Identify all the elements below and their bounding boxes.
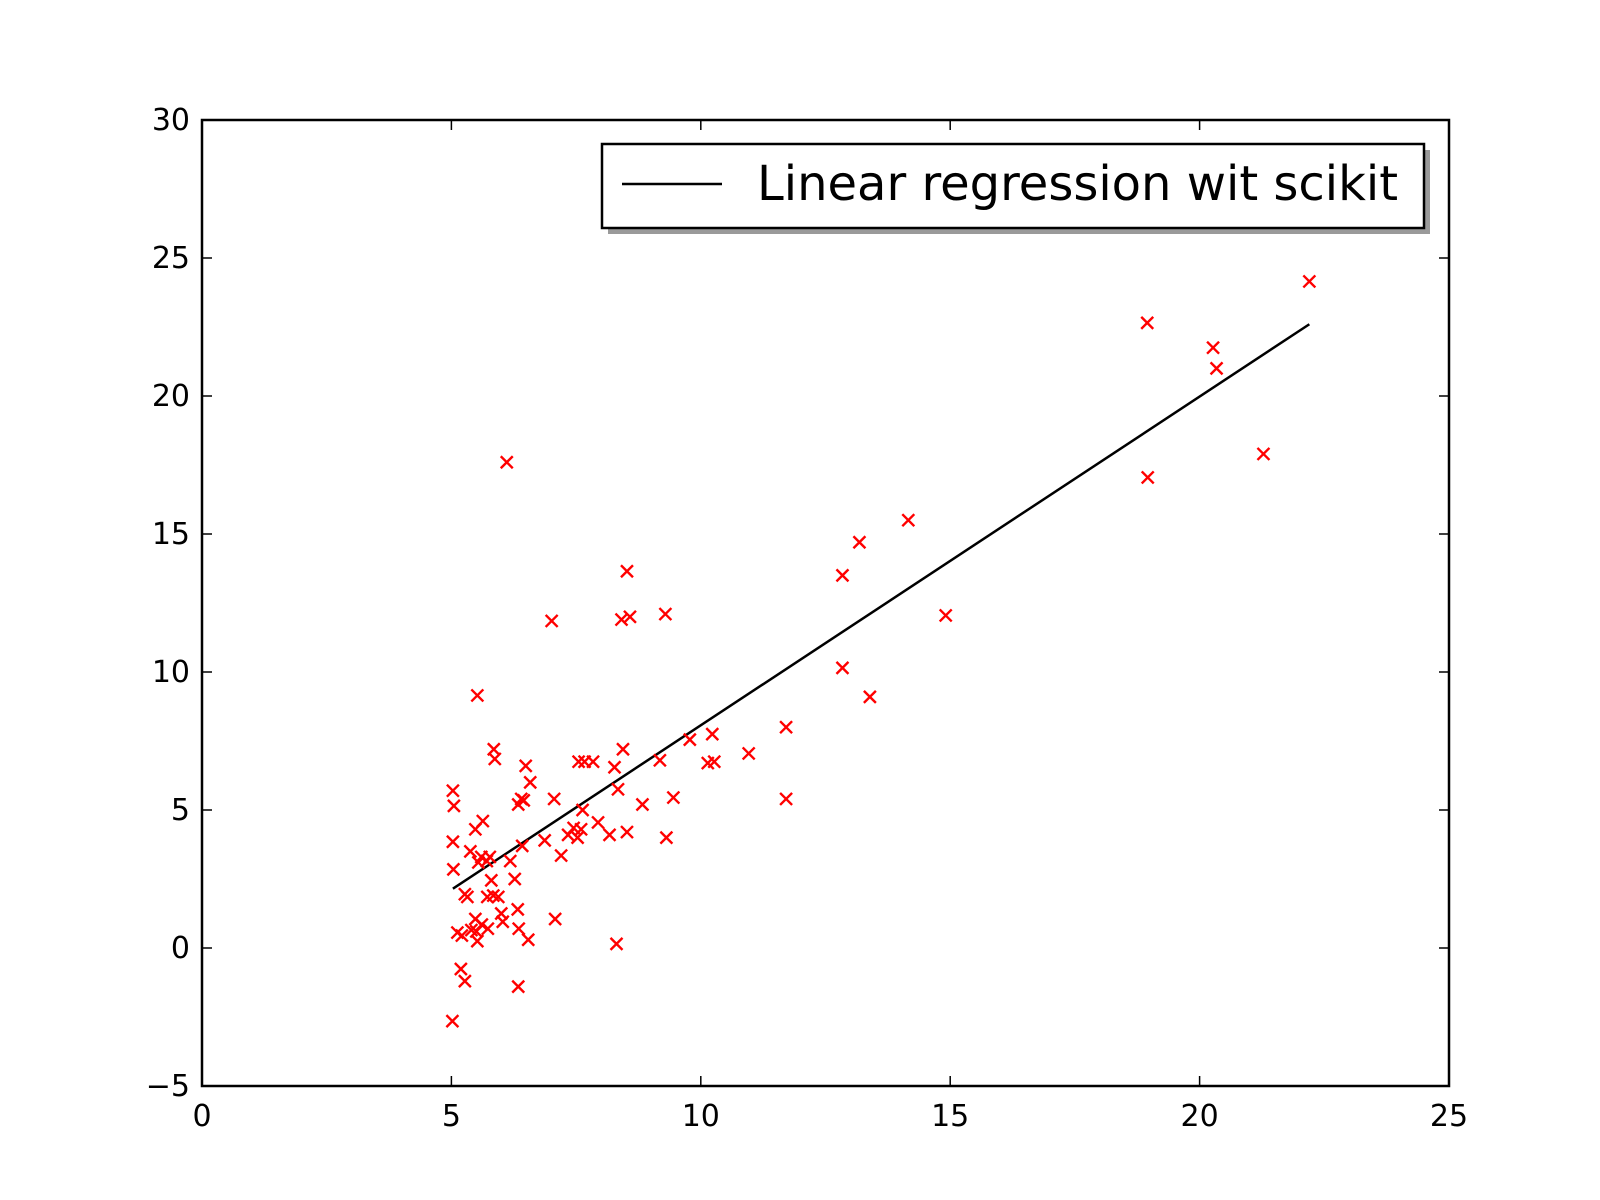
scatter-point — [607, 760, 622, 775]
scatter-point — [602, 827, 617, 842]
scatter-point — [474, 917, 489, 932]
y-tick-label: 20 — [152, 379, 190, 414]
scatter-point — [682, 732, 697, 747]
scatter-point — [518, 758, 533, 773]
scatter-point — [705, 727, 720, 741]
scatter-point — [460, 890, 475, 904]
y-tick-label: −5 — [146, 1069, 190, 1104]
y-tick-label: 30 — [152, 103, 190, 138]
scatter-point — [523, 775, 538, 790]
scatter-point — [574, 822, 588, 837]
legend-box — [600, 142, 1426, 230]
scatter-point — [487, 752, 502, 766]
scatter-point — [491, 890, 506, 904]
scatter-point — [611, 782, 625, 797]
scatter-point — [1140, 316, 1155, 330]
legend: Linear regression wit scikit — [600, 142, 1430, 234]
scatter-point — [653, 753, 667, 768]
scatter-point — [835, 568, 850, 583]
scatter-point — [666, 790, 681, 805]
scatter-point — [447, 799, 461, 813]
scatter-point — [521, 932, 536, 947]
scatter-point — [516, 793, 531, 808]
y-tick-label: 25 — [152, 241, 190, 276]
scatter-point — [511, 979, 526, 994]
x-tick-label: 10 — [682, 1099, 720, 1134]
scatter-point — [635, 797, 650, 812]
scatter-point — [446, 862, 461, 877]
y-tick-label: 5 — [171, 793, 190, 828]
scatter-point — [614, 612, 629, 627]
scatter-point — [1302, 274, 1317, 289]
legend-label: Linear regression wit scikit — [757, 156, 1398, 212]
scatter-point — [571, 754, 586, 769]
scatter-point — [591, 815, 605, 830]
data-marks — [445, 274, 1317, 1028]
scatter-point — [779, 720, 793, 735]
scatter-point — [484, 873, 499, 888]
scatter-point — [446, 783, 460, 798]
scatter-point — [779, 792, 793, 806]
y-tick-label: 15 — [152, 517, 190, 552]
scatter-point — [741, 746, 756, 761]
scatter-point — [454, 962, 468, 976]
scatter-point — [554, 848, 568, 863]
scatter-point — [510, 902, 525, 917]
scatter-point — [570, 830, 585, 845]
scatter-point — [482, 850, 497, 864]
scatter-point — [537, 833, 552, 848]
x-tick-label: 15 — [931, 1099, 969, 1134]
scatter-point — [1140, 470, 1155, 485]
plot-frame — [200, 118, 1451, 1088]
scatter-point — [455, 928, 469, 943]
scatter-point — [495, 914, 510, 929]
scatter-point — [835, 661, 850, 675]
scatter-point — [515, 839, 530, 853]
scatter-point — [616, 742, 630, 757]
scatter-point — [463, 844, 478, 859]
scatter-point — [458, 974, 472, 988]
regression-line — [452, 323, 1311, 890]
x-tick-label: 0 — [192, 1099, 211, 1134]
scatter-point — [863, 689, 877, 704]
scatter-point — [544, 614, 559, 628]
scatter-point — [623, 609, 637, 624]
scatter-point — [475, 814, 490, 828]
scatter-point — [1206, 340, 1220, 355]
scatter-point — [901, 513, 916, 528]
scatter-point — [575, 803, 590, 817]
scatter-point — [480, 921, 495, 936]
scatter-point — [499, 455, 514, 470]
scatter-point — [470, 688, 485, 703]
scatter-point — [507, 872, 522, 886]
scatter-point — [470, 934, 485, 948]
scatter-point — [548, 912, 562, 926]
scatter-point — [609, 937, 624, 951]
scatter-point — [658, 607, 673, 621]
scatter-point — [938, 608, 953, 623]
scatter-point — [659, 830, 674, 845]
scatter-point — [620, 564, 634, 579]
scatter-point — [707, 754, 722, 769]
scatter-point — [503, 854, 518, 868]
scatter-point — [1209, 361, 1224, 376]
y-tick-label: 0 — [171, 931, 190, 966]
x-tick-label: 25 — [1430, 1099, 1468, 1134]
scatter-point — [586, 754, 600, 769]
scatter-point — [445, 1014, 460, 1028]
scatter-point — [547, 792, 562, 806]
x-tick-label: 5 — [442, 1099, 461, 1134]
scatter-point — [446, 834, 460, 849]
scatter-point — [1256, 447, 1271, 461]
y-tick-label: 10 — [152, 655, 190, 690]
scatter-point — [620, 825, 634, 839]
scatter-point — [852, 535, 867, 550]
x-tick-label: 20 — [1181, 1099, 1219, 1134]
scatter-point — [511, 921, 526, 936]
